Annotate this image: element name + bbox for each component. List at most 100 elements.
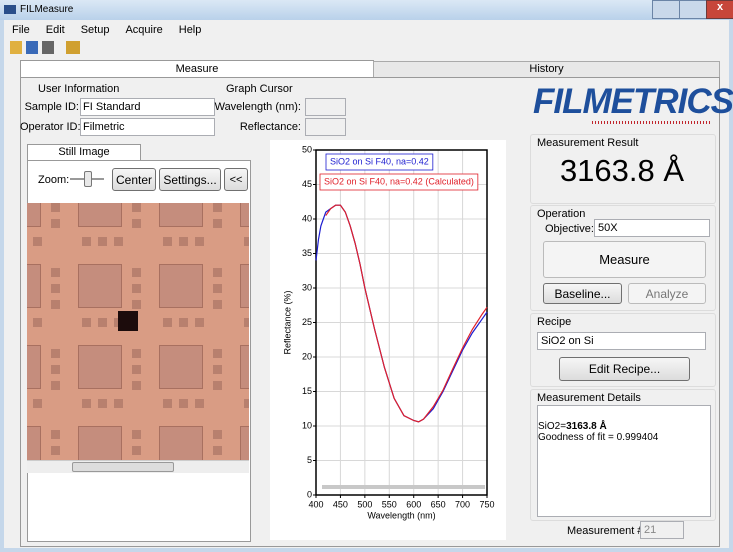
- legend-entry: SiO2 on Si F40, na=0.42 (Calculated): [324, 176, 474, 186]
- group-title: Graph Cursor: [226, 83, 293, 95]
- pad: [51, 349, 60, 358]
- objective-select[interactable]: 50X: [594, 219, 710, 237]
- pad: [27, 264, 41, 308]
- pad: [51, 381, 60, 390]
- pad: [240, 203, 249, 227]
- sample-id-input[interactable]: FI Standard: [80, 98, 215, 116]
- collapse-button[interactable]: <<: [224, 168, 248, 191]
- pad: [33, 399, 42, 408]
- recipe-select[interactable]: SiO2 on Si: [537, 332, 706, 350]
- y-tick-label: 15: [302, 386, 312, 396]
- pad: [51, 284, 60, 293]
- pad: [159, 203, 203, 227]
- x-tick-label: 600: [406, 499, 421, 509]
- x-tick-label: 500: [357, 499, 372, 509]
- pad: [159, 345, 203, 389]
- pad: [33, 318, 42, 327]
- group-title: Recipe: [537, 316, 571, 328]
- pad: [82, 237, 91, 246]
- pad: [244, 237, 249, 246]
- pad: [240, 345, 249, 389]
- measure-button[interactable]: Measure: [543, 241, 706, 278]
- maximize-button[interactable]: [679, 0, 707, 19]
- x-tick-label: 650: [431, 499, 446, 509]
- pad: [244, 318, 249, 327]
- history-tab[interactable]: History: [373, 61, 720, 78]
- pad: [82, 318, 91, 327]
- pad: [51, 446, 60, 455]
- edit-recipe-button[interactable]: Edit Recipe...: [559, 357, 690, 381]
- pad: [213, 446, 222, 455]
- reflectance-input: [305, 118, 346, 136]
- zoom-thumb[interactable]: [84, 171, 92, 187]
- label: Operator ID:: [20, 121, 79, 133]
- pad: [244, 399, 249, 408]
- pad: [163, 237, 172, 246]
- pad: [132, 268, 141, 277]
- result-value: 3163.8 Å: [530, 153, 714, 189]
- label: Sample ID:: [20, 101, 79, 113]
- microscope-image: [27, 203, 249, 460]
- measure-tab[interactable]: Measure: [20, 60, 374, 78]
- pad: [240, 264, 249, 308]
- measurement-number-label: Measurement #: [567, 525, 643, 537]
- pad: [51, 300, 60, 309]
- settings-button[interactable]: Settings...: [159, 168, 221, 191]
- pad: [132, 284, 141, 293]
- pad: [98, 237, 107, 246]
- center-button[interactable]: Center: [112, 168, 156, 191]
- y-tick-label: 50: [302, 144, 312, 154]
- group-title: Measurement Result: [537, 137, 639, 149]
- x-tick-label: 400: [308, 499, 323, 509]
- scroll-thumb[interactable]: [72, 462, 174, 472]
- y-tick-label: 0: [307, 489, 312, 499]
- menu-item[interactable]: Help: [179, 24, 202, 36]
- pad: [132, 430, 141, 439]
- x-tick-label: 750: [479, 499, 494, 509]
- pad: [132, 219, 141, 228]
- operator-id-input[interactable]: Filmetric: [80, 118, 215, 136]
- y-tick-label: 5: [307, 455, 312, 465]
- still-image-tab[interactable]: Still Image: [27, 144, 141, 161]
- minimize-button[interactable]: [652, 0, 680, 19]
- x-tick-label: 700: [455, 499, 470, 509]
- group-title: User Information: [38, 83, 119, 95]
- pad: [163, 318, 172, 327]
- pad: [195, 318, 204, 327]
- y-tick-label: 40: [302, 213, 312, 223]
- menu-item[interactable]: File: [12, 24, 30, 36]
- pad: [51, 430, 60, 439]
- window-title: FILMeasure: [20, 4, 73, 15]
- analyze-button[interactable]: Analyze: [628, 283, 706, 304]
- toolbar[interactable]: [10, 41, 80, 54]
- pad: [98, 318, 107, 327]
- menu-item[interactable]: Acquire: [125, 24, 162, 36]
- pad: [132, 203, 141, 212]
- x-tick-label: 450: [333, 499, 348, 509]
- close-button[interactable]: x: [706, 0, 733, 19]
- pad: [213, 219, 222, 228]
- menu-item[interactable]: Edit: [46, 24, 65, 36]
- pad: [179, 237, 188, 246]
- pad: [51, 365, 60, 374]
- menu-item[interactable]: Setup: [81, 24, 110, 36]
- label: Reflectance:: [200, 121, 301, 133]
- pad: [163, 399, 172, 408]
- wavelength-input: [305, 98, 346, 116]
- pad: [213, 430, 222, 439]
- pad: [132, 381, 141, 390]
- pad: [51, 219, 60, 228]
- thickness: 3163.8 Å: [566, 421, 607, 432]
- group-title: Measurement Details: [537, 392, 641, 404]
- range-bar: [322, 485, 485, 489]
- window: FILMeasure x File Edit Setup Acquire Help Me…: [0, 0, 733, 552]
- pad: [213, 300, 222, 309]
- objective-label: Objective:: [545, 223, 594, 235]
- pad: [132, 349, 141, 358]
- pad: [213, 365, 222, 374]
- baseline-button[interactable]: Baseline...: [543, 283, 622, 304]
- pad: [213, 203, 222, 212]
- measurement-number: 21: [640, 521, 684, 539]
- pad: [78, 203, 122, 227]
- y-tick-label: 35: [302, 248, 312, 258]
